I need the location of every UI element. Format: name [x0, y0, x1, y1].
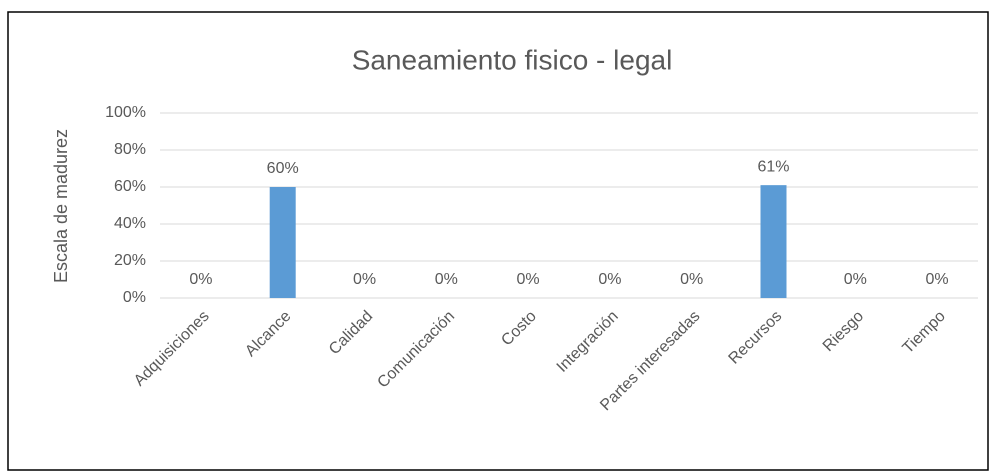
y-tick-label: 40% — [114, 215, 146, 232]
value-label: 60% — [267, 160, 299, 177]
value-label: 0% — [680, 271, 703, 288]
value-label: 0% — [517, 271, 540, 288]
value-label: 61% — [757, 158, 789, 175]
value-label: 0% — [435, 271, 458, 288]
value-label: 0% — [189, 271, 212, 288]
y-tick-label: 60% — [114, 178, 146, 195]
y-tick-label: 80% — [114, 141, 146, 158]
value-label: 0% — [598, 271, 621, 288]
value-label: 0% — [926, 271, 949, 288]
chart-title: Saneamiento fisico - legal — [352, 44, 673, 75]
y-axis-label: Escala de madurez — [51, 129, 71, 283]
value-label: 0% — [353, 271, 376, 288]
y-tick-label: 100% — [105, 104, 146, 121]
y-tick-label: 20% — [114, 252, 146, 269]
chart-border — [7, 11, 989, 471]
value-label: 0% — [844, 271, 867, 288]
bar — [760, 185, 787, 298]
y-tick-label: 0% — [123, 289, 146, 306]
bar — [269, 187, 296, 298]
